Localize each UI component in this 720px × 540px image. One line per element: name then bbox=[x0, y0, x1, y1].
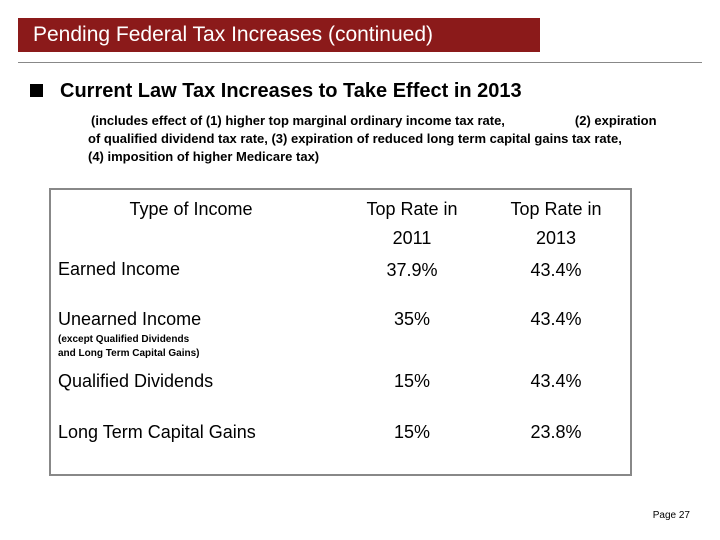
explanatory-note: (includes effect of (1) higher top margi… bbox=[78, 112, 708, 166]
rate-2011-earned-income: 37.9% bbox=[386, 260, 438, 280]
note-line-2: of qualified dividend tax rate, (3) expi… bbox=[88, 131, 622, 146]
bullet-heading: Current Law Tax Increases to Take Effect… bbox=[60, 80, 522, 102]
rate-2011-qualified-dividends: 15% bbox=[393, 371, 431, 391]
header-2011: Top Rate in 2011 bbox=[366, 199, 458, 248]
page-number: Page 27 bbox=[652, 510, 690, 521]
header-2013: Top Rate in 2013 bbox=[510, 199, 602, 248]
title-divider bbox=[18, 62, 702, 63]
note-line-3: (4) imposition of higher Medicare tax) bbox=[88, 149, 320, 164]
rate-2013-earned-income: 43.4% bbox=[530, 260, 582, 280]
rate-2013-unearned-income: 43.4% bbox=[530, 309, 582, 329]
rate-2013-long-term-capital-gains: 23.8% bbox=[530, 422, 582, 442]
note-line-1: (includes effect of (1) higher top margi… bbox=[91, 113, 657, 128]
slide-title: Pending Federal Tax Increases (continued… bbox=[18, 18, 540, 52]
rate-2011-unearned-income: 35% bbox=[393, 309, 431, 329]
rate-2013-qualified-dividends: 43.4% bbox=[530, 371, 582, 391]
square-bullet-icon bbox=[30, 84, 43, 97]
row-label-long-term-capital-gains: Long Term Capital Gains bbox=[58, 422, 256, 442]
header-type-of-income: Type of Income bbox=[129, 199, 253, 219]
row-label-qualified-dividends: Qualified Dividends bbox=[58, 371, 214, 391]
rate-2011-long-term-capital-gains: 15% bbox=[393, 422, 431, 442]
row-label-earned-income: Earned Income bbox=[58, 259, 181, 279]
row-label-unearned-income: Unearned Income bbox=[58, 309, 202, 329]
tax-rate-table: Type of Income Top Rate in 2011 Top Rate… bbox=[49, 188, 632, 476]
row-sublabel-unearned-income: (except Qualified Dividends and Long Ter… bbox=[58, 334, 200, 359]
